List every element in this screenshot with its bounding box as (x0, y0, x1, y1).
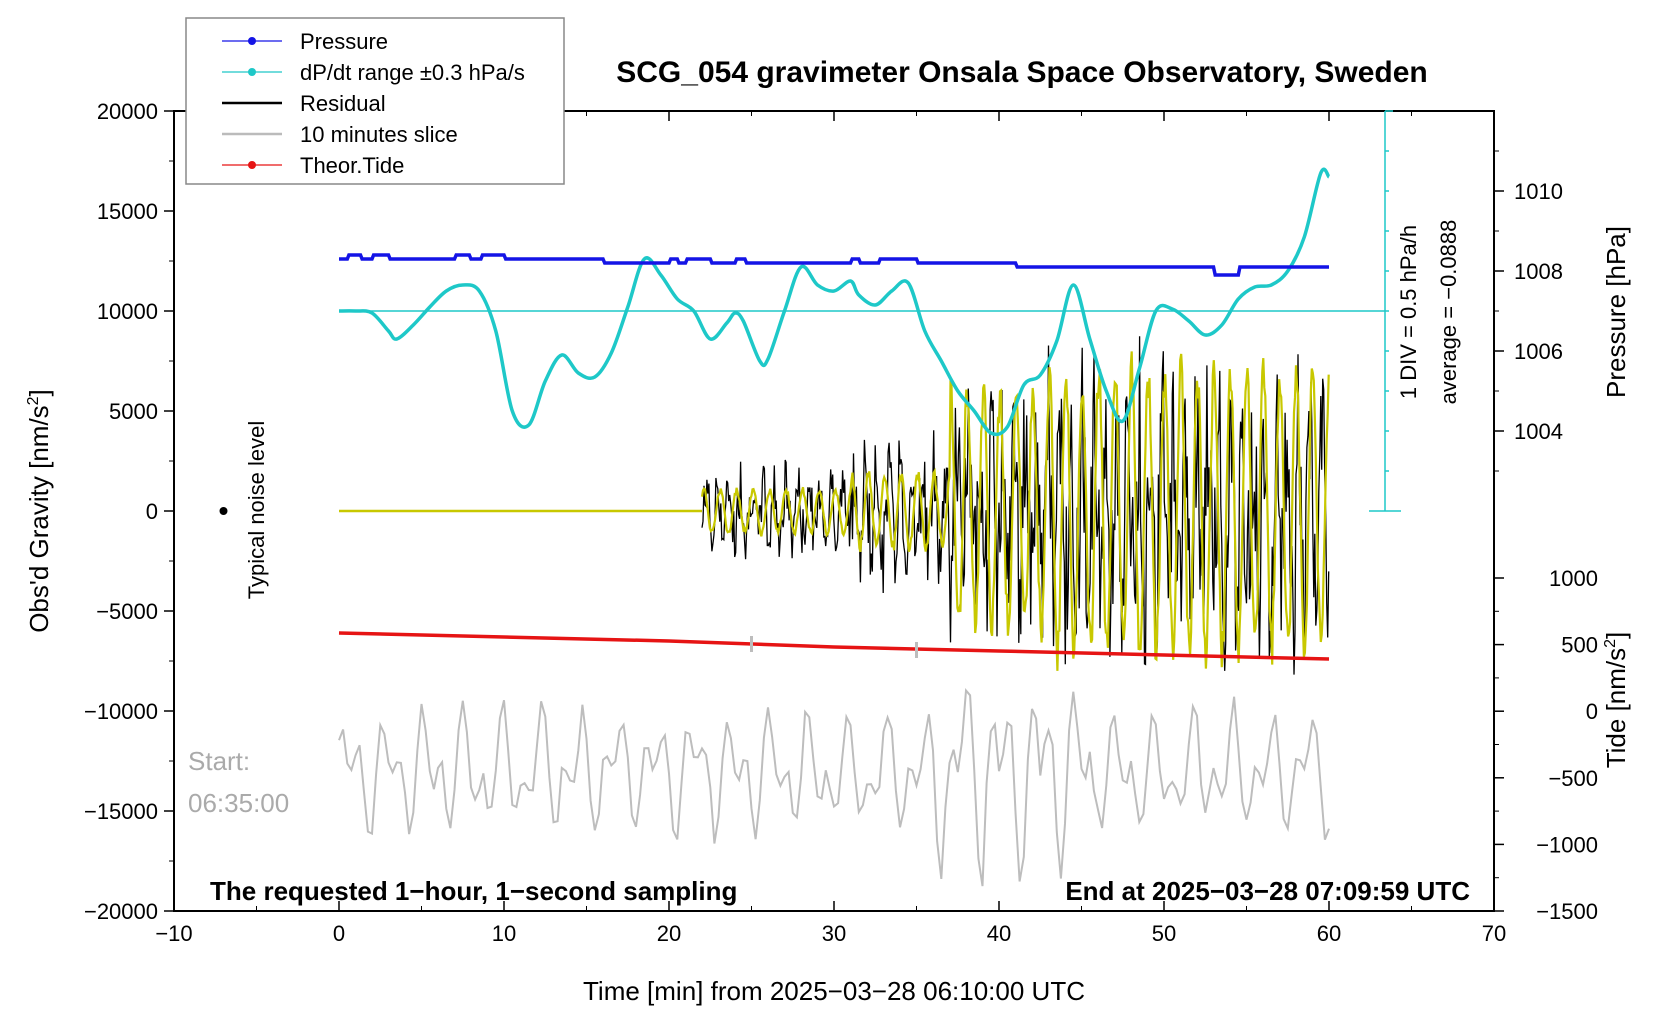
x-tick-label-0: −10 (155, 921, 192, 946)
noise-level-label: Typical noise level (244, 421, 269, 600)
dpdt-line (338, 167, 1331, 437)
legend-box (185, 17, 565, 185)
y-left-axis-ticks: −20000 −15000 −10000 −5000 0 5000 10000 15000 20… (84, 99, 174, 924)
residual-line (701, 336, 1330, 675)
y-tick-label-2: −10000 (84, 699, 158, 724)
start-label: Start: (188, 746, 250, 776)
legend-label-0: Pressure (300, 29, 388, 54)
pressure-tick-label-3: 1010 (1514, 179, 1563, 204)
legend-label-4: Theor.Tide (300, 153, 404, 178)
tide-line (338, 631, 1330, 661)
legend-marker-4 (248, 161, 256, 169)
noise-level-marker (219, 507, 228, 515)
x-tick-label-8: 70 (1482, 921, 1506, 946)
x-tick-label-2: 10 (492, 921, 516, 946)
y-right-pressure-ticks: 1004 1006 1008 1010 (1494, 150, 1563, 472)
legend-marker-1 (248, 68, 256, 76)
sampling-note: The requested 1−hour, 1−second sampling (210, 876, 737, 906)
x-axis-label: Time [min] from 2025−03−28 06:10:00 UTC (583, 976, 1085, 1006)
y-right-pressure-label: Pressure [hPa] (1601, 226, 1631, 398)
tide-tick-label-5: 1000 (1549, 566, 1598, 591)
tide-tick-label-2: −500 (1548, 766, 1598, 791)
x-tick-label-7: 60 (1317, 921, 1341, 946)
ten-minute-slice-line (338, 688, 1330, 887)
end-time-note: End at 2025−03−28 07:09:59 UTC (1065, 876, 1470, 906)
residual-filtered-line (700, 351, 1330, 671)
y-tick-label-5: 5000 (109, 399, 158, 424)
y-tick-label-4: 0 (146, 499, 158, 524)
y-tick-label-0: −20000 (84, 899, 158, 924)
pressure-tick-label-1: 1006 (1514, 339, 1563, 364)
start-time: 06:35:00 (188, 788, 289, 818)
tide-tick-marks (750, 636, 918, 658)
y-tick-label-8: 20000 (97, 99, 158, 124)
x-tick-label-3: 20 (657, 921, 681, 946)
x-tick-label-5: 40 (987, 921, 1011, 946)
y-tick-label-6: 10000 (97, 299, 158, 324)
x-tick-label-1: 0 (333, 921, 345, 946)
x-tick-label-6: 50 (1152, 921, 1176, 946)
dpdt-average-annotation: average = −0.0888 (1436, 220, 1461, 405)
pressure-tick-label-0: 1004 (1514, 419, 1563, 444)
pressure-line (339, 253, 1329, 277)
y-tick-label-3: −5000 (96, 599, 158, 624)
tide-tick-label-0: −1500 (1536, 899, 1598, 924)
dpdt-division-annotation: 1 DIV = 0.5 hPa/h (1396, 225, 1421, 399)
y-right-tide-label: Tide [nm/s2] (1601, 632, 1631, 769)
legend-label-2: Residual (300, 91, 386, 116)
x-axis-ticks: −10 0 10 20 30 40 50 60 70 (155, 111, 1506, 946)
legend: Pressure dP/dt range ±0.3 hPa/s Residual 10… (185, 17, 565, 185)
tide-tick-label-4: 500 (1561, 633, 1598, 658)
chart-title: SCG_054 gravimeter Onsala Space Observat… (616, 56, 1428, 89)
pressure-tick-label-2: 1008 (1514, 259, 1563, 284)
legend-label-3: 10 minutes slice (300, 122, 458, 147)
tide-tick-label-1: −1000 (1536, 832, 1598, 857)
y-tick-label-1: −15000 (84, 799, 158, 824)
y-tick-label-7: 15000 (97, 199, 158, 224)
tide-tick-label-3: 0 (1586, 699, 1598, 724)
y-left-axis-label: Obs'd Gravity [nm/s2] (24, 389, 54, 633)
y-right-tide-ticks: −1500 −1000 −500 0 500 1000 (1494, 566, 1598, 924)
x-tick-label-4: 30 (822, 921, 846, 946)
legend-label-1: dP/dt range ±0.3 hPa/s (300, 60, 525, 85)
legend-marker-0 (248, 37, 256, 45)
